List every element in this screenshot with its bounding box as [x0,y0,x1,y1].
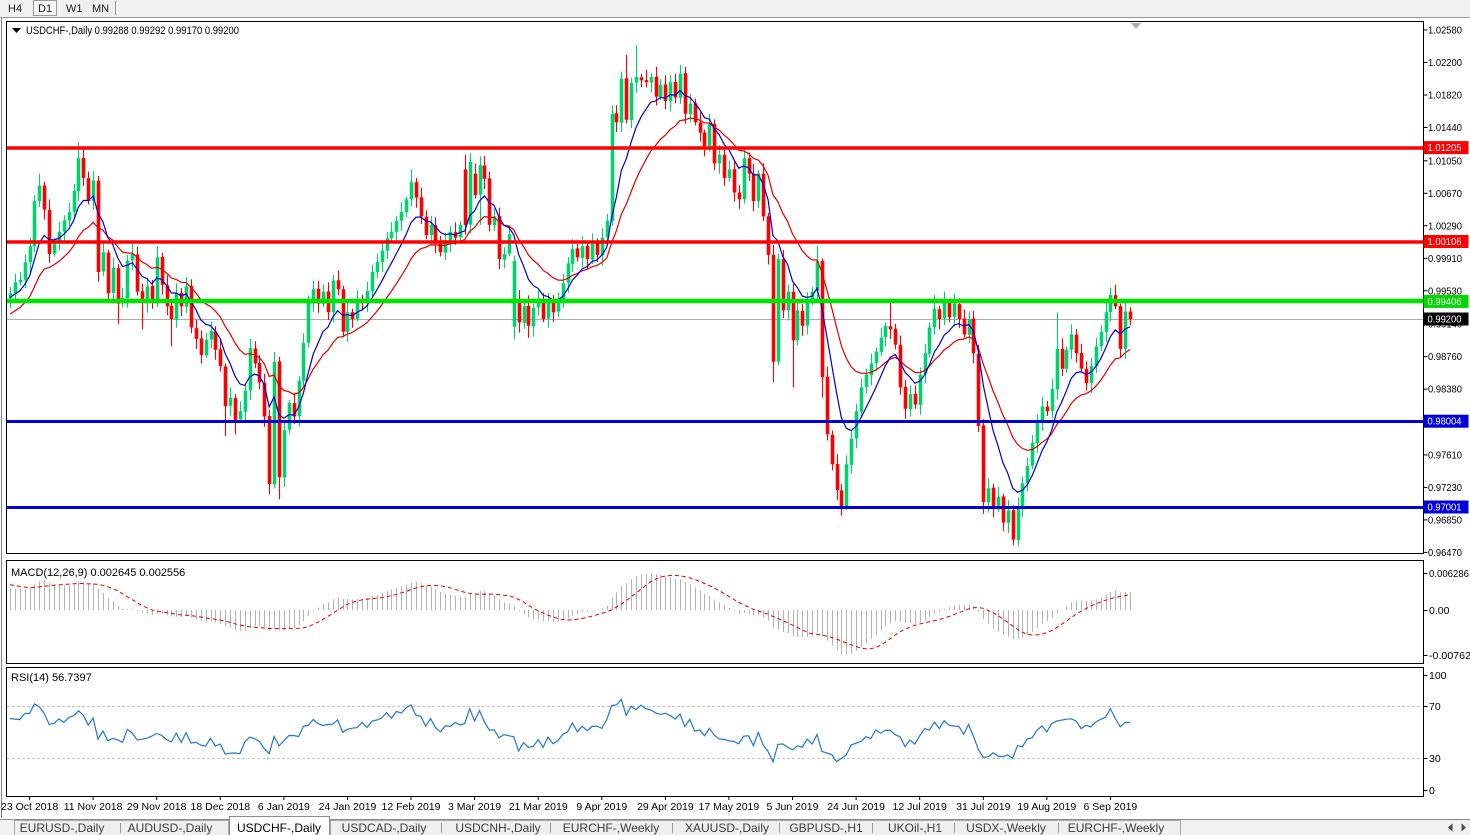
svg-text:D1: D1 [38,3,52,15]
svg-text:EURCHF-,Weekly: EURCHF-,Weekly [563,821,659,835]
svg-text:USDCNH-,Daily: USDCNH-,Daily [455,821,540,835]
svg-text:6 Jan 2019: 6 Jan 2019 [258,801,310,813]
svg-text:1.01205: 1.01205 [1428,142,1462,154]
svg-text:0.98380: 0.98380 [1428,384,1462,396]
svg-text:24 Jan 2019: 24 Jan 2019 [319,801,377,813]
svg-text:0.97230: 0.97230 [1428,482,1462,494]
svg-text:USDX-,Weekly: USDX-,Weekly [966,821,1046,835]
svg-text:W1: W1 [66,3,83,15]
svg-text:30: 30 [1429,753,1441,765]
svg-text:1.00290: 1.00290 [1428,220,1462,232]
svg-text:3 Mar 2019: 3 Mar 2019 [448,801,501,813]
svg-text:23 Oct 2018: 23 Oct 2018 [1,801,58,813]
svg-text:1.00106: 1.00106 [1428,236,1462,248]
svg-text:0.99910: 0.99910 [1428,253,1462,265]
svg-text:6 Sep 2019: 6 Sep 2019 [1084,801,1138,813]
svg-text:0.97610: 0.97610 [1428,449,1462,461]
svg-text:29 Nov 2018: 29 Nov 2018 [127,801,187,813]
svg-text:70: 70 [1429,701,1441,713]
svg-text:5 Jun 2019: 5 Jun 2019 [767,801,819,813]
svg-text:EURCHF-,Weekly: EURCHF-,Weekly [1068,821,1164,835]
svg-text:RSI(14) 56.7397: RSI(14) 56.7397 [11,672,92,684]
svg-text:0: 0 [1429,785,1435,797]
svg-text:17 May 2019: 17 May 2019 [699,801,760,813]
svg-text:19 Aug 2019: 19 Aug 2019 [1017,801,1076,813]
svg-text:USDCHF-,Daily 0.99288 0.99292: USDCHF-,Daily 0.99288 0.99292 0.99170 0.… [26,25,239,37]
svg-text:1.01050: 1.01050 [1428,155,1462,167]
svg-text:USDCAD-,Daily: USDCAD-,Daily [342,821,427,835]
svg-text:GBPUSD-,H1: GBPUSD-,H1 [789,821,863,835]
svg-text:11 Nov 2018: 11 Nov 2018 [64,801,123,813]
svg-text:9 Apr 2019: 9 Apr 2019 [576,801,627,813]
svg-text:1.01440: 1.01440 [1428,122,1462,134]
svg-text:AUDUSD-,Daily: AUDUSD-,Daily [128,821,213,835]
svg-text:0.006286: 0.006286 [1429,568,1469,580]
svg-text:29 Apr 2019: 29 Apr 2019 [637,801,694,813]
svg-text:0.96850: 0.96850 [1428,514,1462,526]
svg-text:USDCHF-,Daily: USDCHF-,Daily [237,821,321,835]
svg-text:UKOil-,H1: UKOil-,H1 [888,821,942,835]
svg-text:0.99200: 0.99200 [1428,314,1462,326]
svg-text:12 Feb 2019: 12 Feb 2019 [382,801,441,813]
svg-text:0.97001: 0.97001 [1428,502,1462,514]
svg-text:100: 100 [1429,670,1447,682]
svg-text:-0.00762: -0.00762 [1429,650,1470,662]
svg-text:0.99406: 0.99406 [1428,296,1462,308]
svg-text:MACD(12,26,9) 0.002645 0.00255: MACD(12,26,9) 0.002645 0.002556 [11,567,185,579]
svg-text:21 Mar 2019: 21 Mar 2019 [509,801,568,813]
svg-text:MN: MN [92,3,109,15]
svg-text:1.02580: 1.02580 [1428,25,1462,37]
svg-text:EURUSD-,Daily: EURUSD-,Daily [20,821,105,835]
svg-text:12 Jul 2019: 12 Jul 2019 [893,801,947,813]
svg-text:0.00: 0.00 [1429,605,1450,617]
svg-text:24 Jun 2019: 24 Jun 2019 [827,801,885,813]
svg-text:31 Jul 2019: 31 Jul 2019 [956,801,1010,813]
svg-text:0.96470: 0.96470 [1428,547,1462,559]
svg-text:1.01820: 1.01820 [1428,90,1462,102]
svg-text:1.02200: 1.02200 [1428,57,1462,69]
svg-text:1.00670: 1.00670 [1428,188,1462,200]
svg-text:0.99530: 0.99530 [1428,285,1462,297]
svg-text:XAUUSD-,Daily: XAUUSD-,Daily [685,821,769,835]
svg-text:0.98760: 0.98760 [1428,351,1462,363]
svg-text:H4: H4 [8,3,22,15]
svg-text:18 Dec 2018: 18 Dec 2018 [191,801,251,813]
svg-text:0.98004: 0.98004 [1428,416,1462,428]
